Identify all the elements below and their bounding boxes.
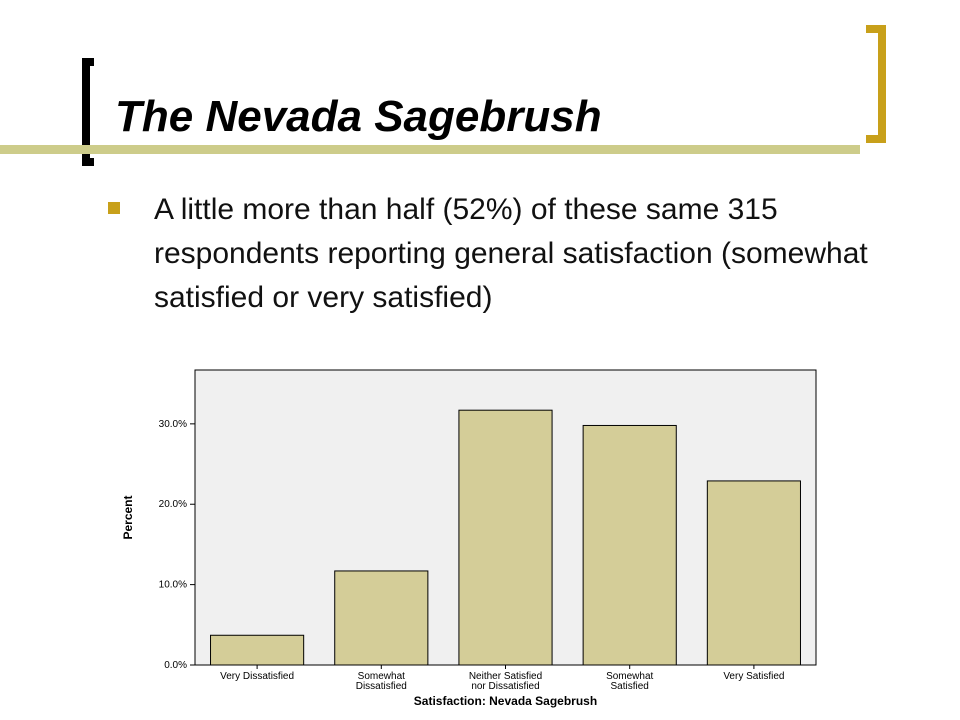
- x-tick-label: Neither Satisfied: [469, 671, 542, 682]
- slide-title: The Nevada Sagebrush: [115, 92, 602, 141]
- bar-chart: 0.0% 10.0% 20.0% 30.0% Percent Very Dissatisf…: [110, 360, 850, 710]
- bar: [458, 409, 553, 666]
- y-tick-label: 20.0%: [159, 499, 187, 510]
- y-tick-label: 10.0%: [159, 580, 187, 591]
- bar: [582, 424, 677, 666]
- x-tick-label: Very Dissatisfied: [220, 671, 294, 682]
- bar: [210, 634, 305, 666]
- bar-chart-svg: 0.0% 10.0% 20.0% 30.0% Percent Very Dissatisf…: [121, 369, 817, 708]
- x-tick-label: Somewhat: [606, 671, 653, 682]
- bar: [334, 570, 429, 666]
- x-tick-label: Very Satisfied: [723, 671, 784, 682]
- y-tick-label: 30.0%: [159, 419, 187, 430]
- bullet-text: A little more than half (52%) of these s…: [154, 193, 868, 314]
- bullet-marker: [108, 202, 120, 214]
- right-bracket-decoration: [866, 25, 886, 143]
- title-underline-bar: [0, 145, 860, 154]
- x-tick-label: Somewhat: [358, 671, 405, 682]
- x-axis-label: Satisfaction: Nevada Sagebrush: [414, 694, 597, 708]
- y-axis-label: Percent: [121, 495, 135, 539]
- y-tick-label: 0.0%: [164, 660, 187, 671]
- x-tick-label: nor Dissatisfied: [471, 681, 539, 692]
- bar: [706, 480, 801, 666]
- x-tick-label: Dissatisfied: [356, 681, 407, 692]
- left-bracket-decoration: [82, 58, 94, 166]
- x-tick-label: Satisfied: [611, 681, 649, 692]
